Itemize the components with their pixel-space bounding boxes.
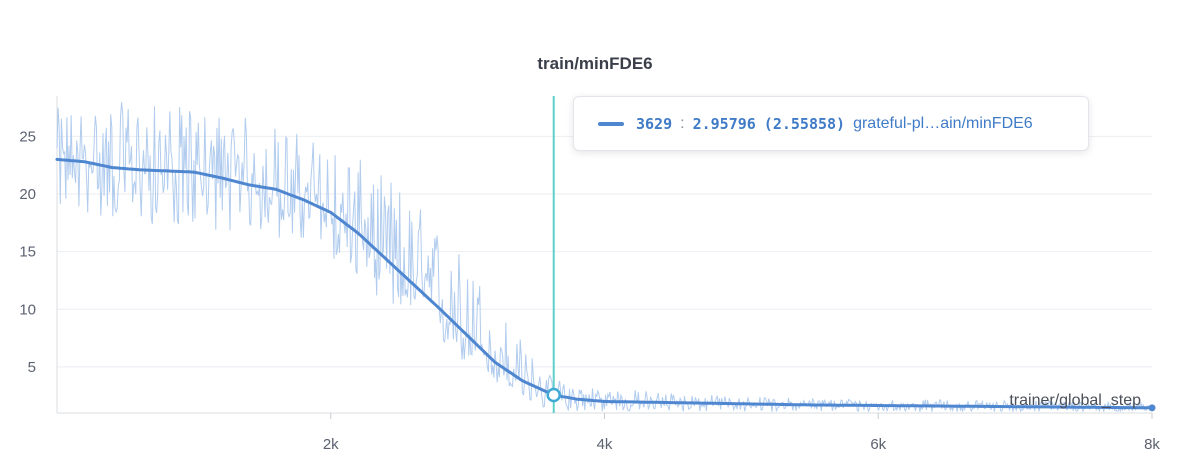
series-swatch-icon <box>598 121 624 126</box>
x-tick-label: 8k <box>1144 436 1160 453</box>
smoothed-series <box>55 157 1156 412</box>
y-tick-label: 15 <box>19 244 36 261</box>
hover-tooltip: 3629 : 2.95796 (2.55858) grateful-pl…ain… <box>573 96 1089 151</box>
tooltip-smoothed-value: (2.55858) <box>763 114 846 133</box>
x-axis-label: trainer/global_step <box>1009 392 1141 409</box>
axes: 5 10 15 20 25 2k 4k 6k 8k <box>19 96 1160 453</box>
tooltip-separator: : <box>680 114 685 132</box>
tooltip-step: 3629 <box>636 114 673 133</box>
tooltip-value: 2.95796 <box>692 114 756 133</box>
series-end-point <box>1148 404 1156 412</box>
x-tick-label: 6k <box>870 436 886 453</box>
x-tick-label: 4k <box>597 436 613 453</box>
y-tick-label: 10 <box>19 301 36 318</box>
smoothed-series-line <box>55 157 1154 410</box>
hover-marker[interactable] <box>546 96 561 413</box>
y-tick-label: 25 <box>19 128 36 145</box>
grid-lines <box>57 135 1152 368</box>
tooltip-run-name: grateful-pl…ain/minFDE6 <box>853 114 1033 132</box>
x-tick-label: 2k <box>323 436 339 453</box>
y-tick-label: 20 <box>19 186 36 203</box>
hover-point[interactable] <box>546 387 561 403</box>
y-tick-label: 5 <box>28 359 36 376</box>
chart-title: train/minFDE6 <box>537 54 652 73</box>
